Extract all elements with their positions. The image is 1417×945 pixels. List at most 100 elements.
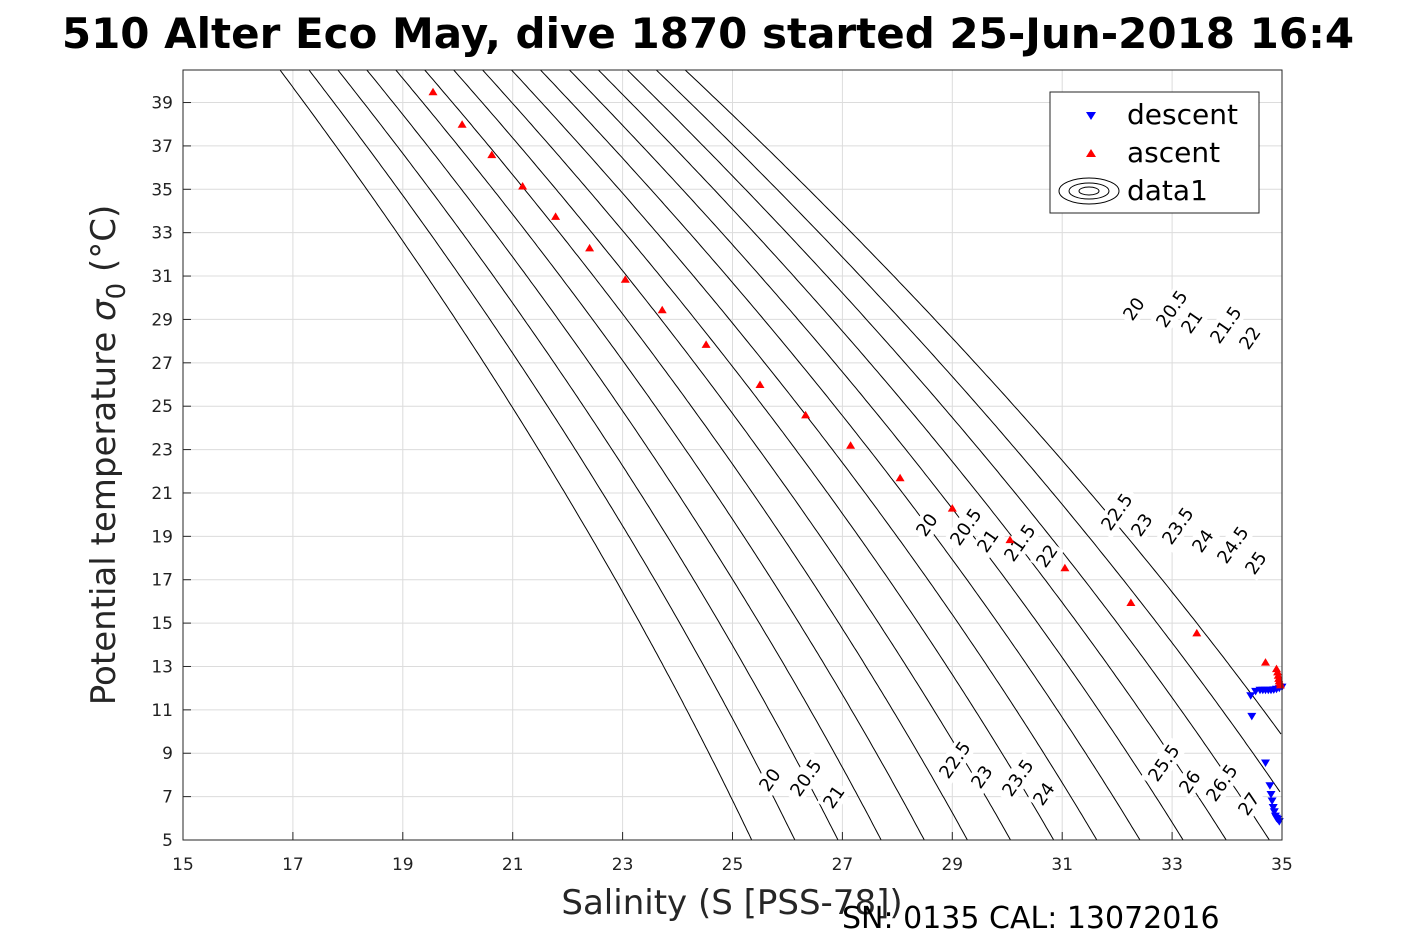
ascent-point [755, 380, 765, 388]
contour-label-bg [964, 759, 1000, 795]
y-tick-label: 27 [151, 354, 173, 374]
y-tick-label: 37 [151, 137, 173, 157]
ascent-point [487, 150, 497, 159]
contour-line [366, 69, 882, 841]
x-axis-ticks: 15 17 19 21 23 25 27 29 31 33 35 [172, 832, 1293, 875]
x-tick-label: 21 [502, 855, 524, 875]
y-tick-label: 23 [151, 441, 173, 461]
contour-label-bg [1140, 736, 1188, 790]
ascent-point [701, 340, 711, 348]
y-tick-label: 35 [151, 180, 173, 200]
contour-line [453, 69, 1011, 841]
contour-line [540, 69, 1141, 841]
serial-calibration-footer: SN: 0135 CAL: 13072016 [842, 901, 1220, 936]
contour-line [482, 69, 1055, 841]
ascent-point [1192, 628, 1202, 637]
ascent-point [657, 305, 667, 314]
contour-label-bg [782, 751, 830, 805]
y-tick-label: 7 [162, 788, 173, 808]
density-contours [279, 69, 1282, 841]
ascent-point [518, 182, 528, 190]
legend-descent-label: descent [1127, 98, 1238, 131]
contour-label-bg [1185, 523, 1221, 559]
descent-point [1265, 782, 1275, 790]
ascent-point [1273, 667, 1283, 676]
contour-label-bg [994, 751, 1042, 805]
x-tick-label: 17 [282, 855, 304, 875]
contour-label-bg [816, 779, 852, 815]
contour-label-bg [1231, 786, 1267, 822]
y-tick-label: 13 [151, 657, 173, 677]
y-tick-label: 39 [151, 94, 173, 114]
contour-label-bg [1232, 320, 1268, 356]
contour-label-bg [931, 733, 979, 787]
y-axis-label: Potential temperature σ0 (°C) [84, 205, 132, 705]
legend-ascent-marker [1086, 149, 1096, 157]
legend-contour-icon [1058, 177, 1120, 205]
contour-label-bg [909, 507, 945, 543]
y-tick-label: 19 [151, 527, 173, 547]
ascent-point [1275, 680, 1285, 689]
contour-label-bg [1238, 545, 1274, 581]
x-tick-label: 19 [392, 855, 414, 875]
contour-line [395, 69, 925, 841]
ascent-point [1005, 535, 1015, 544]
descent-point [1267, 797, 1277, 805]
y-tick-label: 17 [151, 571, 173, 591]
contour-line [684, 69, 1282, 735]
contour-label-bg [996, 516, 1044, 570]
ascent-point [620, 275, 630, 283]
legend-ascent-label: ascent [1127, 136, 1220, 169]
contour-label-bg [1093, 485, 1141, 539]
contour-line [511, 69, 1098, 841]
y-tick-label: 33 [151, 224, 173, 244]
legend: descent ascent data1 [1049, 91, 1260, 214]
y-tick-label: 29 [151, 310, 173, 330]
x-tick-label: 33 [1161, 855, 1183, 875]
chart-title: 510 Alter Eco May, dive 1870 started 25-… [62, 9, 1354, 58]
y-tick-label: 11 [151, 701, 173, 721]
y-axis-label-unit: (°C) [84, 205, 124, 283]
ascent-point [1126, 598, 1136, 606]
x-tick-label: 35 [1271, 855, 1293, 875]
contour-line [598, 69, 1227, 841]
contour-label-bg [1124, 507, 1160, 543]
descent-point [1266, 791, 1276, 799]
descent-point [1261, 759, 1270, 767]
y-axis-ticks: 5 7 9 11 13 15 17 19 21 23 25 27 29 31 33 35 37 39 [151, 94, 191, 851]
descent-point [1247, 712, 1257, 721]
descent-point [1269, 808, 1279, 816]
ascent-point [947, 504, 957, 512]
ascent-point [551, 212, 561, 220]
contour-label-bg [752, 762, 788, 798]
ascent-point [895, 473, 905, 482]
contour-label-bg [942, 500, 990, 554]
contour-line [626, 69, 1270, 841]
contour-line [569, 69, 1184, 841]
descent-point [1246, 692, 1256, 700]
contour-label-bg [1174, 304, 1210, 340]
x-tick-label: 23 [612, 855, 634, 875]
contour-label-bg [1029, 538, 1065, 574]
y-tick-label: 31 [151, 267, 173, 287]
contour-label-bg [1172, 764, 1208, 800]
contour-line [308, 69, 796, 841]
contour-line [337, 69, 839, 841]
contour-label-bg [1209, 518, 1257, 572]
ascent-point [1060, 563, 1070, 572]
y-axis-label-sub: 0 [102, 283, 132, 300]
y-tick-label: 21 [151, 484, 173, 504]
contour-label-bg [1026, 776, 1062, 812]
x-tick-label: 31 [1051, 855, 1073, 875]
ascent-point [801, 410, 811, 419]
descent-point [1268, 804, 1278, 812]
y-tick-label: 25 [151, 397, 173, 417]
legend-descent-marker [1086, 112, 1096, 120]
y-tick-label: 15 [151, 614, 173, 634]
contour-label-bg [1116, 291, 1152, 327]
y-axis-label-sigma: σ [84, 298, 124, 321]
x-tick-label: 29 [941, 855, 963, 875]
ascent-point [428, 87, 438, 96]
